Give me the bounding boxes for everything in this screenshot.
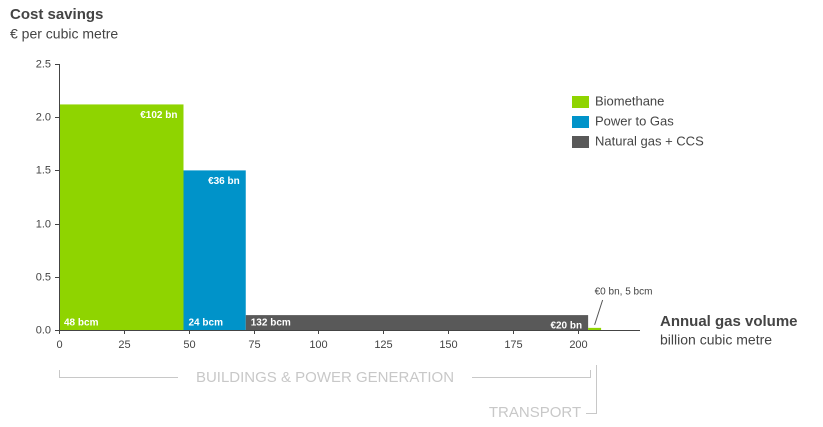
y-tick-label: 0.0 xyxy=(36,324,51,336)
bar-width-label: 24 bcm xyxy=(189,318,224,329)
y-tick-label: 2.5 xyxy=(36,58,51,70)
x-tick-label: 200 xyxy=(569,339,587,351)
legend-swatch xyxy=(572,136,589,148)
bar-value-label: €36 bn xyxy=(208,176,240,187)
chart-title: Cost savings xyxy=(10,6,103,23)
x-tick-label: 0 xyxy=(56,339,62,351)
bar-width-label: 132 bcm xyxy=(251,318,291,329)
group-brackets xyxy=(59,365,597,414)
x-tick-label: 150 xyxy=(439,339,457,351)
bar-width-label: 48 bcm xyxy=(64,318,99,329)
bar xyxy=(588,327,602,330)
x-axis-title: Annual gas volume xyxy=(660,313,798,330)
y-tick-label: 1.0 xyxy=(36,218,51,230)
y-tick-label: 1.5 xyxy=(36,164,51,176)
bracket xyxy=(59,370,591,378)
bar-value-label: €20 bn xyxy=(550,321,582,332)
legend-swatch xyxy=(572,96,589,108)
legend-swatch xyxy=(572,116,589,128)
group-label: BUILDINGS & POWER GENERATION xyxy=(196,369,454,386)
x-tick-label: 100 xyxy=(309,339,327,351)
x-tick-label: 125 xyxy=(374,339,392,351)
bar xyxy=(183,170,246,330)
bar-value-label: €0 bn, 5 bcm xyxy=(595,287,653,298)
leader-line xyxy=(594,299,604,326)
y-tick-label: 2.0 xyxy=(36,111,51,123)
legend-label: Natural gas + CCS xyxy=(595,133,704,148)
bracket xyxy=(586,365,597,414)
x-axis-subtitle: billion cubic metre xyxy=(660,332,772,348)
x-tick-label: 75 xyxy=(248,339,260,351)
bar xyxy=(245,315,589,330)
legend-label: Power to Gas xyxy=(595,113,674,128)
legend-label: Biomethane xyxy=(595,93,664,108)
bar xyxy=(59,104,184,330)
group-label: TRANSPORT xyxy=(489,404,581,421)
chart-subtitle: € per cubic metre xyxy=(10,26,118,42)
bar-value-label: €102 bn xyxy=(140,110,177,121)
x-tick-label: 50 xyxy=(183,339,195,351)
x-tick-label: 175 xyxy=(504,339,522,351)
x-tick-label: 25 xyxy=(118,339,130,351)
y-tick-label: 0.5 xyxy=(36,271,51,283)
